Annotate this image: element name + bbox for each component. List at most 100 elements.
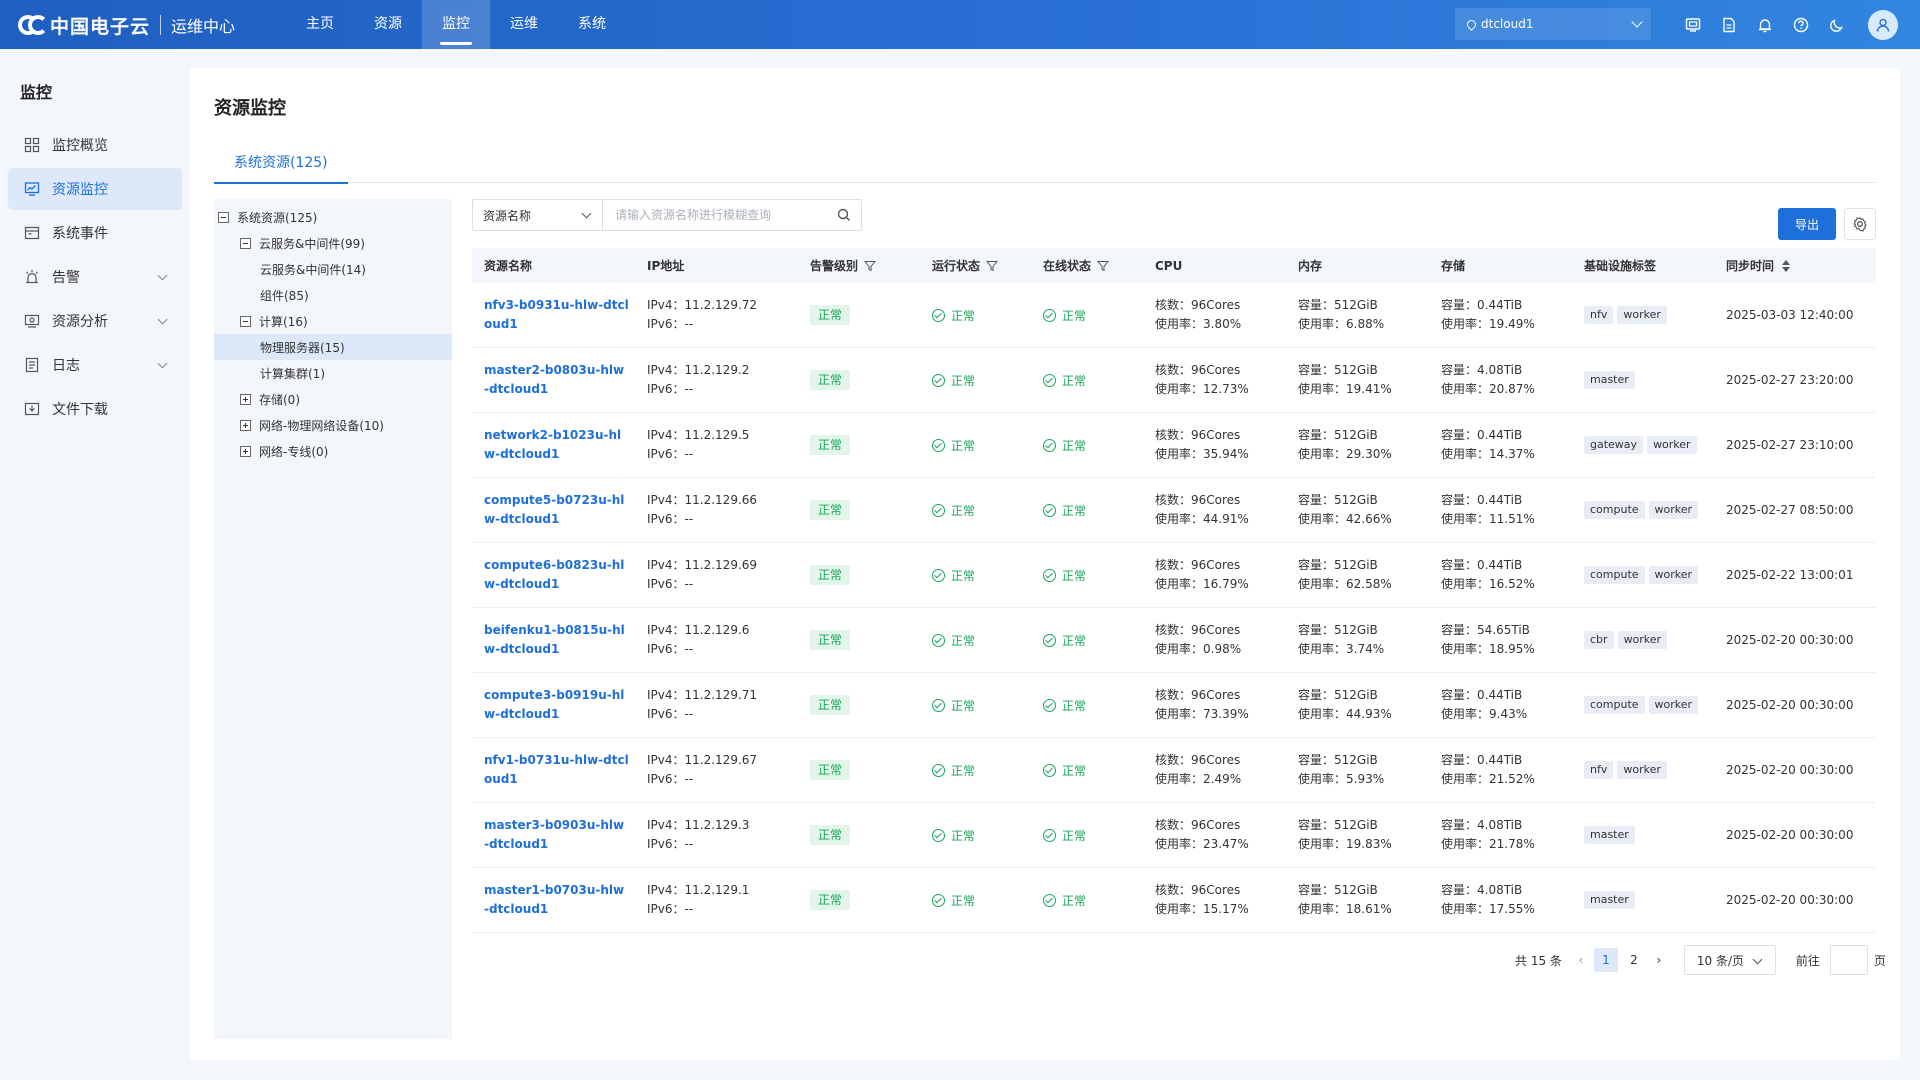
tree-node[interactable]: 物理服务器(15) <box>214 334 452 360</box>
help-icon[interactable] <box>1783 7 1819 43</box>
tree-node[interactable]: 计算(16) <box>214 308 452 334</box>
resource-name-link[interactable]: compute3-b0919u-hlw-dtcloud1 <box>484 688 625 721</box>
tree-node[interactable]: 组件(85) <box>214 282 452 308</box>
download-icon <box>22 399 42 419</box>
resource-name-link[interactable]: beifenku1-b0815u-hlw-dtcloud1 <box>484 623 625 656</box>
page-number[interactable]: 2 <box>1630 953 1638 967</box>
sidebar-item-1[interactable]: 资源监控 <box>8 168 182 210</box>
tree-node[interactable]: 网络-物理网络设备(10) <box>214 412 452 438</box>
total-count: 共 15 条 <box>1515 953 1562 968</box>
goto-label: 前往 <box>1795 953 1820 968</box>
goto-page-input[interactable] <box>1829 945 1868 975</box>
search-icon[interactable] <box>836 207 852 223</box>
sidebar-item-0[interactable]: 监控概览 <box>8 124 182 166</box>
document-icon[interactable] <box>1711 7 1747 43</box>
online-status: 正常 <box>1043 307 1143 324</box>
page-number[interactable]: 1 <box>1593 948 1618 972</box>
filter-icon[interactable] <box>985 260 999 272</box>
filter-icon[interactable] <box>1096 260 1110 272</box>
infra-tag: worker <box>1617 631 1668 649</box>
cell-online: 正常 <box>1031 567 1143 584</box>
prev-page-icon[interactable]: ‹ <box>1578 953 1584 967</box>
expand-icon[interactable] <box>240 393 251 405</box>
calendar-icon <box>22 223 42 243</box>
storage-usage: 使用率：21.78% <box>1441 837 1535 851</box>
cell-online: 正常 <box>1031 307 1143 324</box>
column-header-label: 在线状态 <box>1043 259 1092 273</box>
resource-name-link[interactable]: master3-b0903u-hlw-dtcloud1 <box>484 818 625 851</box>
nav-item-1[interactable]: 资源 <box>374 16 402 32</box>
sidebar-item-6[interactable]: 文件下载 <box>8 388 182 430</box>
cell-storage: 容量：0.44TiB 使用率：11.51% <box>1429 491 1572 529</box>
cell-run: 正常 <box>920 762 1031 779</box>
expand-icon[interactable] <box>240 445 251 457</box>
sidebar-item-2[interactable]: 系统事件 <box>8 212 182 254</box>
tree-node-label: 网络-专线(0) <box>259 444 329 459</box>
cell-cpu: 核数：96Cores 使用率：23.47% <box>1143 816 1286 854</box>
cpu-capacity: 核数：96Cores <box>1155 363 1241 377</box>
screen-icon[interactable] <box>1675 7 1711 43</box>
tree-node[interactable]: 网络-专线(0) <box>214 438 452 464</box>
filter-icon[interactable] <box>863 260 877 272</box>
nav-item-0[interactable]: 主页 <box>306 16 334 32</box>
resource-name-link[interactable]: network2-b1023u-hlw-dtcloud1 <box>484 428 622 461</box>
location-pin-icon <box>1465 17 1478 31</box>
resource-name-link[interactable]: nfv1-b0731u-hlw-dtcloud1 <box>484 753 629 786</box>
mem-usage: 使用率：42.66% <box>1298 512 1392 526</box>
column-header-label: 基础设施标签 <box>1584 259 1657 273</box>
nav-item-4[interactable]: 系统 <box>578 16 606 32</box>
page-size-select[interactable]: 10 条/页 <box>1683 945 1776 975</box>
tree-node[interactable]: 云服务&中间件(14) <box>214 256 452 282</box>
resource-name-link[interactable]: compute6-b0823u-hlw-dtcloud1 <box>484 558 625 591</box>
check-circle-icon <box>932 633 945 647</box>
sidebar-item-4[interactable]: 资源分析 <box>8 300 182 342</box>
sidebar-item-5[interactable]: 日志 <box>8 344 182 386</box>
column-header-label: 运行状态 <box>932 259 981 273</box>
tree-node[interactable]: 云服务&中间件(99) <box>214 230 452 256</box>
online-status-text: 正常 <box>1062 438 1087 453</box>
check-circle-icon <box>1043 438 1056 452</box>
tree-node[interactable]: 系统资源(125) <box>214 204 452 230</box>
bell-icon[interactable] <box>1747 7 1783 43</box>
mem-usage: 使用率：18.61% <box>1298 902 1392 916</box>
cell-online: 正常 <box>1031 827 1143 844</box>
search-field-select[interactable]: 资源名称 <box>472 199 602 231</box>
collapse-icon[interactable] <box>240 237 251 249</box>
resource-name-link[interactable]: compute5-b0723u-hlw-dtcloud1 <box>484 493 625 526</box>
storage-usage: 使用率：18.95% <box>1441 642 1535 656</box>
collapse-icon[interactable] <box>240 315 251 327</box>
cell-name: master2-b0803u-hlw-dtcloud1 <box>472 361 635 399</box>
resource-name-link[interactable]: nfv3-b0931u-hlw-dtcloud1 <box>484 298 629 331</box>
nav-item-3[interactable]: 运维 <box>510 16 538 32</box>
top-header: 中国电子云 运维中心 主页 资源 监控 运维 系统 dtcloud1 <box>0 0 1920 49</box>
user-avatar[interactable] <box>1868 10 1898 40</box>
sidebar-item-3[interactable]: 告警 <box>8 256 182 298</box>
sort-icon[interactable] <box>1782 259 1791 272</box>
tab-system-resources[interactable]: 系统资源(125) <box>214 143 348 184</box>
tenant-selector[interactable]: dtcloud1 <box>1455 8 1651 40</box>
moon-icon[interactable] <box>1819 7 1855 43</box>
run-status: 正常 <box>932 762 1031 779</box>
ipv6-value: IPv6：-- <box>647 642 694 656</box>
expand-icon[interactable] <box>240 419 251 431</box>
brand-logo[interactable]: 中国电子云 运维中心 <box>18 10 235 40</box>
export-button[interactable]: 导出 <box>1778 208 1836 240</box>
cell-name: master3-b0903u-hlw-dtcloud1 <box>472 816 635 854</box>
resource-name-link[interactable]: master1-b0703u-hlw-dtcloud1 <box>484 883 625 916</box>
next-page-icon[interactable]: › <box>1656 953 1662 967</box>
table-row: master2-b0803u-hlw-dtcloud1 IPv4：11.2.129… <box>472 348 1876 413</box>
tree-node-label: 系统资源(125) <box>237 210 318 225</box>
resource-name-link[interactable]: master2-b0803u-hlw-dtcloud1 <box>484 363 625 396</box>
column-header: 同步时间 <box>1714 248 1876 283</box>
tree-node[interactable]: 存储(0) <box>214 386 452 412</box>
cell-mem: 容量：512GiB 使用率：6.88% <box>1286 296 1429 334</box>
cell-tags: master <box>1572 371 1714 389</box>
collapse-icon[interactable] <box>218 211 229 223</box>
tree-node[interactable]: 计算集群(1) <box>214 360 452 386</box>
nav-item-2[interactable]: 监控 <box>422 0 490 49</box>
cpu-capacity: 核数：96Cores <box>1155 688 1241 702</box>
cpu-usage: 使用率：73.39% <box>1155 707 1249 721</box>
search-input[interactable] <box>602 199 862 231</box>
cell-ip: IPv4：11.2.129.3 IPv6：-- <box>635 816 798 854</box>
settings-button[interactable] <box>1844 208 1876 240</box>
